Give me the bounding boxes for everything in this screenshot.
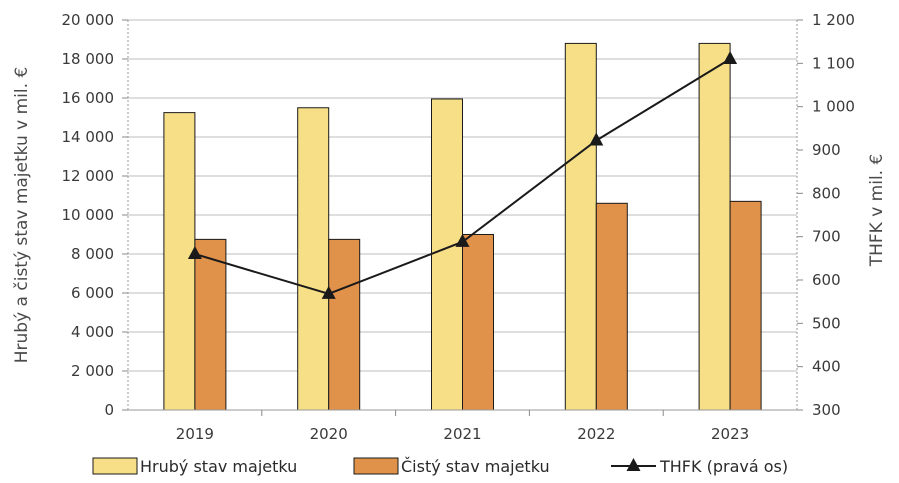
- legend-marker-thfk: [626, 458, 641, 471]
- thfk-line-series: [187, 51, 738, 299]
- left-tick-label: 10 000: [62, 206, 115, 224]
- left-tick-label: 18 000: [62, 50, 115, 68]
- legend-swatch-hruby: [92, 457, 138, 475]
- right-tick-label: 1 200: [812, 11, 855, 29]
- bar-hruby-stav: [163, 112, 196, 411]
- x-tick-label: 2023: [711, 425, 749, 443]
- thfk-marker: [321, 285, 336, 299]
- legend: Hrubý stav majetku Čistý stav majetku THFK…: [92, 457, 788, 476]
- legend-label-hruby: Hrubý stav majetku: [140, 457, 297, 476]
- bar-cisty-stav: [328, 238, 361, 411]
- left-tick-label: 12 000: [62, 167, 115, 185]
- right-tick-label: 400: [812, 358, 841, 376]
- right-axis-title: THFK v mil. €: [867, 154, 887, 268]
- bar-cisty-stav: [595, 202, 628, 411]
- x-tick-label: 2019: [176, 425, 214, 443]
- right-tick-label: 300: [812, 401, 841, 419]
- legend-label-cisty: Čistý stav majetku: [401, 457, 550, 476]
- left-tick-label: 0: [104, 401, 114, 419]
- right-tick-label: 800: [812, 184, 841, 202]
- right-tick-label: 900: [812, 141, 841, 159]
- right-tick-label: 700: [812, 228, 841, 246]
- right-tick-label: 1 000: [812, 98, 855, 116]
- right-tick-label: 1 100: [812, 54, 855, 72]
- x-tick-label: 2021: [443, 425, 481, 443]
- left-tick-label: 20 000: [62, 11, 115, 29]
- left-tick-label: 2 000: [71, 362, 114, 380]
- bar-hruby-stav: [431, 98, 463, 411]
- thfk-marker: [723, 51, 738, 64]
- thfk-marker: [589, 132, 604, 146]
- bar-cisty-stav: [729, 200, 762, 411]
- legend-label-thfk: THFK (pravá os): [659, 457, 788, 476]
- left-tick-label: 6 000: [71, 284, 114, 302]
- right-tick-label: 500: [812, 314, 841, 332]
- right-tick-label: 600: [812, 271, 841, 289]
- bar-hruby-stav: [698, 42, 731, 411]
- legend-swatch-cisty: [353, 457, 399, 475]
- thfk-marker: [187, 246, 202, 259]
- left-tick-label: 16 000: [62, 89, 115, 107]
- x-tick-label: 2022: [577, 425, 615, 443]
- bar-hruby-stav: [564, 42, 597, 411]
- tick-labels: 0 2 000 4 000 6 000 8 000 10 000 12 000 14 000 1…: [62, 11, 855, 443]
- left-axis-title: Hrubý a čistý stav majetku v mil. €: [12, 67, 32, 364]
- bar-cisty-stav: [462, 234, 494, 411]
- bar-hruby-stav: [297, 107, 330, 411]
- axes: [122, 19, 803, 416]
- left-tick-label: 8 000: [71, 245, 114, 263]
- thfk-marker: [455, 233, 470, 247]
- x-tick-label: 2020: [310, 425, 348, 443]
- left-tick-label: 4 000: [71, 323, 114, 341]
- bar-cisty-stav: [194, 238, 227, 411]
- left-tick-label: 14 000: [62, 128, 115, 146]
